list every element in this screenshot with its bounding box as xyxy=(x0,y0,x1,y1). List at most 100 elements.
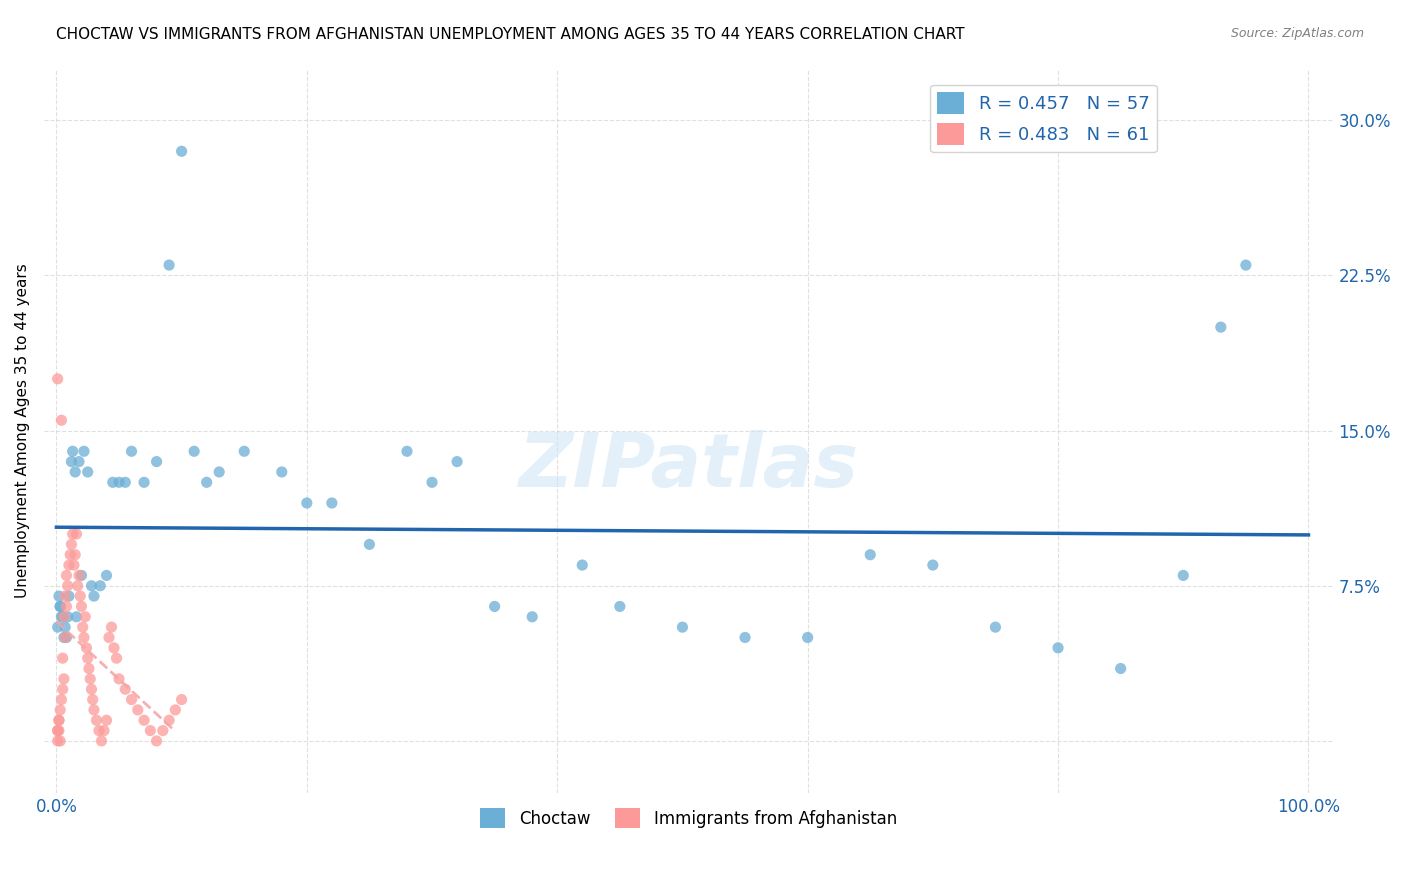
Point xyxy=(96,568,118,582)
Point xyxy=(79,672,101,686)
Point xyxy=(105,651,128,665)
Point xyxy=(101,475,124,490)
Y-axis label: Unemployment Among Ages 35 to 44 years: Unemployment Among Ages 35 to 44 years xyxy=(15,263,30,598)
Point xyxy=(49,703,72,717)
Point xyxy=(49,599,72,614)
Point xyxy=(52,672,75,686)
Point xyxy=(46,723,69,738)
Point xyxy=(93,723,115,738)
Point xyxy=(53,589,76,603)
Point xyxy=(100,620,122,634)
Point xyxy=(83,589,105,603)
Point xyxy=(80,579,103,593)
Text: Source: ZipAtlas.com: Source: ZipAtlas.com xyxy=(1230,27,1364,40)
Point xyxy=(51,413,73,427)
Point xyxy=(145,455,167,469)
Point xyxy=(46,734,69,748)
Point xyxy=(90,734,112,748)
Point xyxy=(103,640,125,655)
Point xyxy=(73,444,96,458)
Point xyxy=(66,579,89,593)
Point xyxy=(359,537,381,551)
Point xyxy=(87,723,110,738)
Point xyxy=(52,631,75,645)
Point xyxy=(56,609,79,624)
Point xyxy=(75,609,97,624)
Point xyxy=(671,620,693,634)
Point xyxy=(49,734,72,748)
Point xyxy=(484,599,506,614)
Point xyxy=(72,620,94,634)
Point xyxy=(734,631,756,645)
Point xyxy=(63,465,86,479)
Point xyxy=(69,589,91,603)
Point xyxy=(114,475,136,490)
Point xyxy=(70,599,93,614)
Point xyxy=(233,444,256,458)
Point xyxy=(157,713,180,727)
Point xyxy=(48,589,70,603)
Point xyxy=(65,609,87,624)
Point xyxy=(121,692,143,706)
Point xyxy=(121,444,143,458)
Point xyxy=(571,558,593,572)
Point xyxy=(132,713,155,727)
Point xyxy=(55,568,77,582)
Point xyxy=(65,527,87,541)
Point xyxy=(83,703,105,717)
Point xyxy=(420,475,443,490)
Point xyxy=(114,682,136,697)
Point xyxy=(1209,320,1232,334)
Text: CHOCTAW VS IMMIGRANTS FROM AFGHANISTAN UNEMPLOYMENT AMONG AGES 35 TO 44 YEARS CO: CHOCTAW VS IMMIGRANTS FROM AFGHANISTAN U… xyxy=(56,27,965,42)
Point xyxy=(145,734,167,748)
Point xyxy=(53,620,76,634)
Point xyxy=(62,444,84,458)
Point xyxy=(52,609,75,624)
Point xyxy=(1173,568,1195,582)
Point xyxy=(1234,258,1257,272)
Point xyxy=(80,682,103,697)
Point xyxy=(48,723,70,738)
Point xyxy=(321,496,343,510)
Point xyxy=(170,145,193,159)
Point xyxy=(60,537,83,551)
Point xyxy=(58,558,80,572)
Point xyxy=(139,723,162,738)
Point xyxy=(73,631,96,645)
Point xyxy=(60,455,83,469)
Point xyxy=(56,579,79,593)
Point xyxy=(165,703,187,717)
Point xyxy=(395,444,418,458)
Point xyxy=(796,631,818,645)
Point xyxy=(67,455,90,469)
Point xyxy=(984,620,1007,634)
Point xyxy=(46,723,69,738)
Point xyxy=(70,568,93,582)
Point xyxy=(108,672,131,686)
Point xyxy=(51,609,73,624)
Point xyxy=(52,609,75,624)
Point xyxy=(98,631,121,645)
Point xyxy=(96,713,118,727)
Point xyxy=(132,475,155,490)
Point xyxy=(152,723,174,738)
Point xyxy=(67,568,90,582)
Point xyxy=(46,620,69,634)
Point xyxy=(55,599,77,614)
Point xyxy=(1047,640,1070,655)
Point xyxy=(51,692,73,706)
Point xyxy=(295,496,318,510)
Point xyxy=(82,692,104,706)
Point xyxy=(859,548,882,562)
Point xyxy=(48,713,70,727)
Legend: Choctaw, Immigrants from Afghanistan: Choctaw, Immigrants from Afghanistan xyxy=(474,801,904,835)
Point xyxy=(63,558,86,572)
Point xyxy=(46,372,69,386)
Point xyxy=(921,558,943,572)
Point xyxy=(195,475,218,490)
Point xyxy=(49,599,72,614)
Point xyxy=(77,661,100,675)
Point xyxy=(58,589,80,603)
Point xyxy=(522,609,544,624)
Point xyxy=(76,465,98,479)
